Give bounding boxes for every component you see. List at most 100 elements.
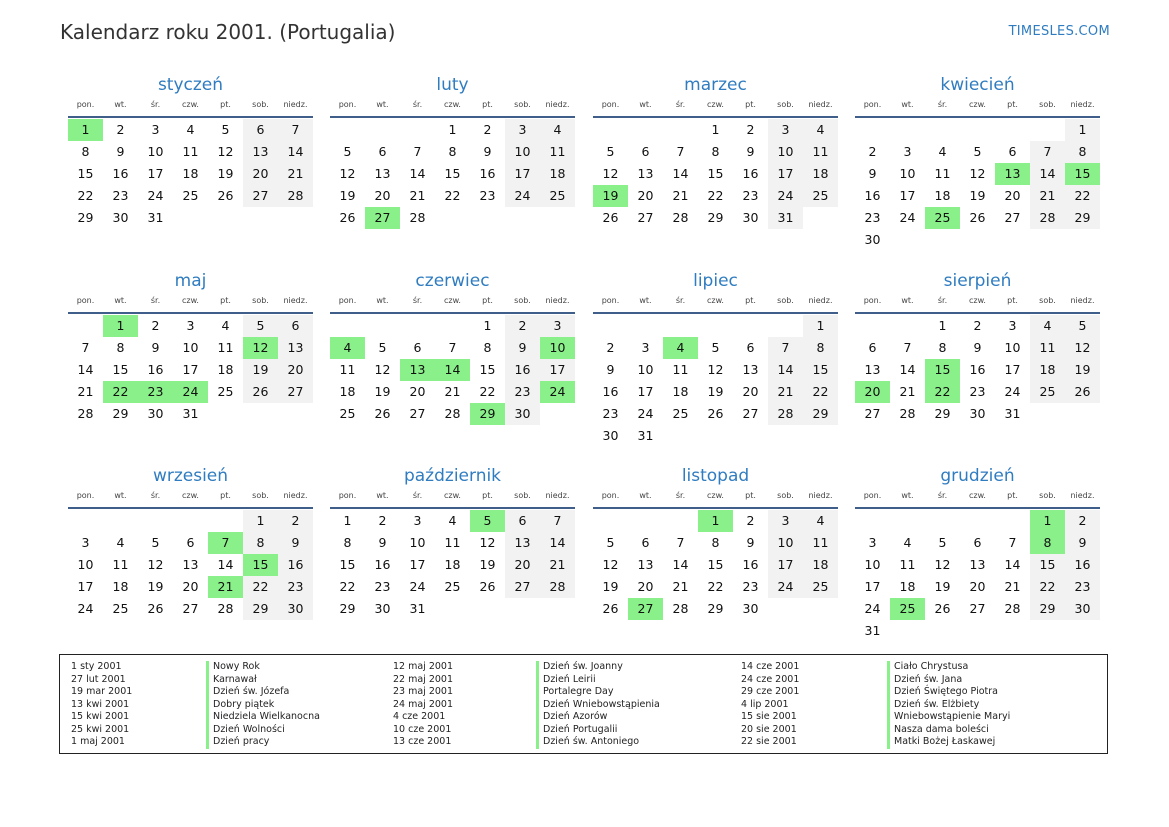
holiday-day-cell: 23 xyxy=(138,381,173,403)
day-cell: 22 xyxy=(77,188,94,203)
day-cell: 14 xyxy=(672,557,689,572)
holiday-date: 22 sie 2001 xyxy=(741,736,797,747)
day-cell: 7 xyxy=(903,340,912,355)
day-cell: 26 xyxy=(243,381,278,403)
day-cell: 15 xyxy=(803,359,838,381)
day-cell: 30 xyxy=(742,210,759,225)
holiday-name: Wniebowstąpienie Maryi xyxy=(887,711,1010,724)
day-cell: 31 xyxy=(182,406,199,421)
day-cell: 4 xyxy=(221,318,230,333)
day-cell: 7 xyxy=(81,340,90,355)
day-cell: 2 xyxy=(278,510,313,532)
day-cell: 12 xyxy=(707,362,724,377)
day-cell: 10 xyxy=(899,166,916,181)
month-name: czerwiec xyxy=(415,271,490,291)
holiday-day-cell: 13 xyxy=(400,359,435,381)
weekday-label: pt. xyxy=(220,100,231,109)
empty-cell xyxy=(890,510,925,532)
day-cell: 17 xyxy=(505,163,540,185)
day-cell: 9 xyxy=(483,144,492,159)
day-cell: 17 xyxy=(864,579,881,594)
day-cell: 2 xyxy=(606,340,615,355)
day-cell: 26 xyxy=(602,210,619,225)
day-cell: 31 xyxy=(1004,406,1021,421)
day-cell: 23 xyxy=(864,210,881,225)
weekday-label: wt. xyxy=(376,491,389,500)
day-cell: 9 xyxy=(278,532,313,554)
day-cell: 9 xyxy=(606,362,615,377)
day-cell: 28 xyxy=(278,185,313,207)
day-cell: 19 xyxy=(243,359,278,381)
day-cell: 14 xyxy=(1004,557,1021,572)
holiday-day-cell: 7 xyxy=(208,532,243,554)
day-cell: 26 xyxy=(217,188,234,203)
holiday-date: 23 maj 2001 xyxy=(393,686,454,697)
day-cell: 19 xyxy=(1065,359,1100,381)
day-cell: 14 xyxy=(217,557,234,572)
day-cell: 9 xyxy=(116,144,125,159)
holiday-day-cell: 4 xyxy=(663,337,698,359)
day-cell: 4 xyxy=(540,119,575,141)
holiday-day-cell: 15 xyxy=(243,554,278,576)
day-cell: 25 xyxy=(803,576,838,598)
empty-cell xyxy=(925,510,960,532)
day-cell: 6 xyxy=(641,535,650,550)
day-cell: 25 xyxy=(1030,381,1065,403)
day-cell: 12 xyxy=(602,166,619,181)
day-cell: 12 xyxy=(1065,337,1100,359)
weekday-label: sob. xyxy=(777,296,794,305)
day-cell: 16 xyxy=(374,557,391,572)
day-cell: 6 xyxy=(243,119,278,141)
day-cell: 16 xyxy=(602,384,619,399)
day-cell: 23 xyxy=(278,576,313,598)
weekday-label: pon. xyxy=(76,100,95,109)
day-grid: 1 2 3 4 5 6 7 8 9 10 11 12 13 14 15 16 17 18 19 20 21 22 23 24 2… xyxy=(68,118,313,229)
day-cell: 17 xyxy=(77,579,94,594)
weekday-label: sob. xyxy=(514,100,531,109)
month-name: sierpień xyxy=(943,271,1012,291)
day-cell: 25 xyxy=(672,406,689,421)
day-cell: 26 xyxy=(479,579,496,594)
day-cell: 22 xyxy=(803,381,838,403)
day-cell: 30 xyxy=(505,403,540,425)
day-cell: 18 xyxy=(182,166,199,181)
day-cell: 23 xyxy=(602,406,619,421)
day-cell: 6 xyxy=(1008,144,1017,159)
day-cell: 19 xyxy=(707,384,724,399)
holiday-name: Dzień pracy xyxy=(206,736,320,749)
weekday-label: czw. xyxy=(969,100,986,109)
day-cell: 13 xyxy=(637,557,654,572)
weekday-label: niedz. xyxy=(283,491,308,500)
day-cell: 8 xyxy=(483,340,492,355)
month-block: czerwiec pon. wt. śr. czw. pt. sob. niedz. 1 2 3 4 5… xyxy=(330,268,575,425)
day-cell: 19 xyxy=(217,166,234,181)
day-cell: 17 xyxy=(899,188,916,203)
day-grid: 1 2 3 4 5 6 7 8 9 10 11 12 13 14 15 16 17 18 19 20 21 22 23 24 2… xyxy=(68,314,313,425)
empty-cell xyxy=(400,119,435,141)
day-cell: 11 xyxy=(112,557,129,572)
day-cell: 20 xyxy=(374,188,391,203)
holiday-date: 27 lut 2001 xyxy=(71,673,126,685)
day-cell: 20 xyxy=(742,384,759,399)
day-cell: 3 xyxy=(903,144,912,159)
day-cell: 26 xyxy=(934,601,951,616)
day-cell: 2 xyxy=(1065,510,1100,532)
day-cell: 5 xyxy=(606,535,615,550)
day-cell: 6 xyxy=(505,510,540,532)
day-cell: 21 xyxy=(672,188,689,203)
day-cell: 29 xyxy=(112,406,129,421)
day-cell: 14 xyxy=(672,166,689,181)
day-cell: 24 xyxy=(899,210,916,225)
weekday-header: pon. wt. śr. czw. pt. sob. niedz. xyxy=(855,489,1100,509)
day-cell: 1 xyxy=(243,510,278,532)
day-cell: 28 xyxy=(77,406,94,421)
weekday-label: sob. xyxy=(252,491,269,500)
empty-cell xyxy=(663,119,698,141)
holiday-name: Portalegre Day xyxy=(536,686,660,699)
day-cell: 3 xyxy=(641,340,650,355)
holiday-date: 10 cze 2001 xyxy=(393,723,452,735)
day-cell: 6 xyxy=(378,144,387,159)
holiday-day-cell: 27 xyxy=(365,207,400,229)
brand-link[interactable]: TIMESLES.COM xyxy=(1008,24,1110,39)
empty-cell xyxy=(663,315,698,337)
